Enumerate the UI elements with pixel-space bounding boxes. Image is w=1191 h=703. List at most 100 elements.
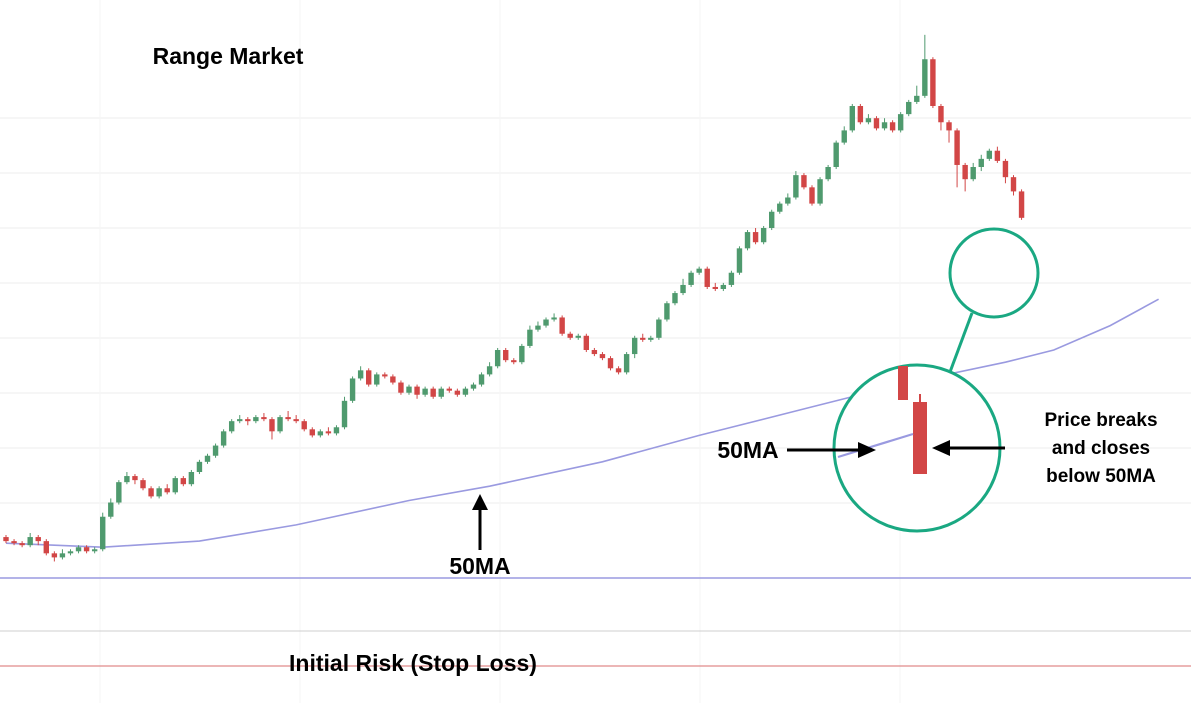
candle-body	[277, 417, 283, 432]
candle-body	[35, 537, 41, 542]
candle-body	[591, 350, 598, 355]
candle-body	[760, 228, 767, 243]
candle-body	[575, 335, 581, 338]
candle	[793, 171, 799, 200]
candle-body	[672, 293, 678, 304]
candle	[704, 266, 710, 289]
candle	[873, 116, 880, 131]
candle-body	[567, 333, 573, 338]
candle	[978, 154, 984, 172]
candle-body	[720, 284, 727, 289]
price-note-line-1: Price breaks	[1044, 410, 1157, 431]
candle-body	[914, 95, 920, 102]
candle	[930, 57, 936, 109]
candle	[382, 372, 388, 379]
candle-body	[615, 368, 622, 373]
candle-body	[897, 114, 904, 131]
candle	[180, 476, 187, 487]
candle	[954, 128, 960, 188]
candle-body	[962, 164, 968, 180]
candle	[664, 301, 670, 322]
candle	[51, 551, 58, 562]
candle-body	[438, 388, 444, 397]
candle-body	[785, 197, 791, 204]
candle	[83, 545, 90, 554]
candle	[817, 177, 823, 206]
candle-body	[1010, 177, 1017, 192]
candle-body	[172, 478, 178, 493]
candle	[527, 325, 533, 348]
candle-body	[712, 286, 718, 289]
candle	[59, 549, 66, 560]
candle	[188, 469, 195, 487]
candle	[583, 333, 590, 353]
candle	[615, 366, 622, 375]
candle-body	[285, 417, 291, 420]
candle-body	[583, 335, 590, 350]
candle	[11, 539, 17, 546]
candle-body	[559, 317, 565, 334]
candle	[857, 103, 864, 125]
candle	[865, 114, 872, 125]
candle	[253, 415, 259, 424]
candle	[228, 419, 235, 434]
candle-body	[390, 376, 396, 383]
candle	[841, 126, 847, 145]
candle-body	[293, 419, 299, 422]
candle-body	[744, 232, 751, 249]
candle-body	[27, 537, 33, 546]
price-note-line-2: and closes	[1052, 438, 1150, 459]
candle-body	[116, 482, 122, 503]
candle-body	[640, 337, 646, 340]
candle-body	[607, 358, 614, 369]
candle	[785, 193, 791, 206]
candle	[897, 112, 904, 133]
price-note-arrow	[932, 440, 1005, 456]
candle-body	[631, 337, 638, 355]
zoom-candle-prev	[898, 366, 908, 400]
candle-body	[833, 142, 839, 167]
candle	[511, 358, 517, 365]
candle	[559, 315, 565, 336]
stop-loss-label: Initial Risk (Stop Loss)	[289, 650, 537, 676]
candle	[752, 228, 759, 245]
candle-body	[132, 476, 138, 481]
candle-body	[357, 370, 364, 379]
candle-body	[664, 303, 670, 320]
candle	[640, 333, 646, 342]
candle-body	[349, 378, 356, 401]
candle	[164, 484, 170, 495]
candle	[366, 368, 372, 387]
candle-body	[696, 268, 702, 273]
candle	[938, 103, 944, 131]
candle-body	[59, 553, 66, 558]
candle-body	[3, 537, 9, 542]
candle-body	[398, 382, 404, 393]
candle-body	[148, 488, 154, 497]
candle	[277, 415, 283, 434]
candle-body	[269, 419, 275, 432]
candle	[720, 282, 727, 292]
candle	[43, 539, 49, 556]
candle	[922, 34, 928, 98]
candle	[108, 498, 114, 519]
candle	[91, 547, 98, 554]
candle	[567, 331, 573, 340]
candle	[132, 474, 138, 485]
candle	[422, 386, 428, 397]
candle-body	[930, 59, 936, 106]
candle-body	[801, 175, 807, 188]
candle-body	[736, 248, 743, 273]
zoom-candle-break	[913, 402, 927, 474]
candle	[591, 347, 598, 357]
candle	[777, 201, 783, 214]
candle-body	[382, 374, 388, 377]
candle	[769, 209, 775, 231]
candle	[672, 291, 678, 306]
candle	[696, 266, 702, 275]
candle	[599, 352, 606, 361]
candles	[3, 34, 1025, 562]
candle-body	[938, 106, 944, 123]
candle-body	[478, 374, 485, 385]
